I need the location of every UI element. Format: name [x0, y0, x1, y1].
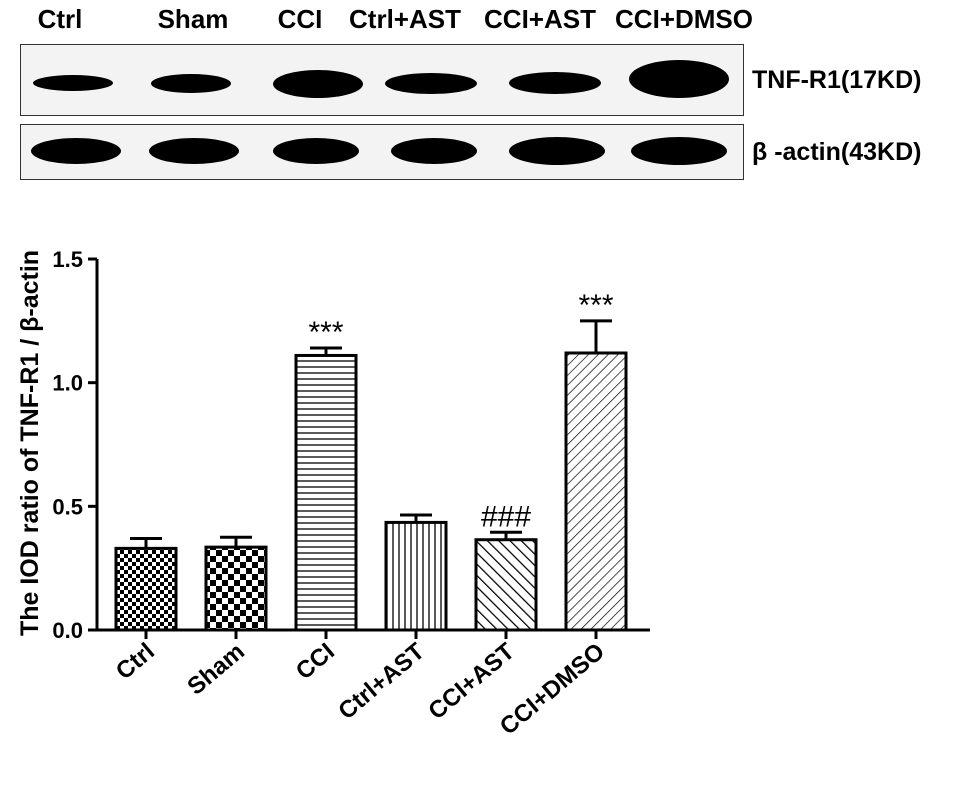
bar [384, 520, 448, 632]
actin-band [391, 138, 477, 164]
y-tick-label: 1.5 [52, 247, 83, 272]
bar [474, 538, 538, 632]
tnf-r1-blot-label: TNF-R1(17KD) [752, 66, 922, 94]
beta-actin-blot [20, 124, 744, 180]
actin-band [31, 138, 121, 164]
significance-label: *** [308, 316, 343, 349]
bar [564, 351, 628, 632]
tnf-r1-band [33, 75, 113, 91]
tnf-r1-band [151, 74, 231, 93]
y-tick-label: 0.0 [52, 618, 83, 643]
blot-lane-label-cci-ast: CCI+AST [484, 4, 596, 34]
x-tick-label: Ctrl+AST [333, 638, 430, 725]
blot-lane-label-sham: Sham [157, 4, 229, 34]
blot-lane-label-ctrl-ast: Ctrl+AST [349, 4, 461, 34]
bar [114, 546, 178, 632]
bar [294, 353, 358, 632]
significance-label: *** [578, 289, 613, 322]
tnf-r1-band [509, 72, 601, 94]
bars: *** ### *** [114, 289, 628, 632]
bar-chart: 0.0 0.5 1.0 1.5 *** ### *** Ctrl Sham CCICtrl+A… [16, 247, 650, 740]
tnf-r1-blot [20, 44, 744, 116]
actin-band [509, 137, 605, 165]
tnf-r1-band [385, 73, 477, 94]
significance-label: ### [481, 500, 531, 533]
actin-band [631, 137, 727, 165]
western-blot-panel: Ctrl Sham CCI Ctrl+AST CCI+AST CCI+DMSO … [0, 0, 955, 190]
actin-band [273, 138, 359, 164]
x-tick-label: CCI [291, 638, 340, 685]
tnf-r1-band [273, 70, 363, 98]
y-axis-title: The IOD ratio of TNF-R1 / β-actin [16, 250, 44, 636]
blot-lane-label-ctrl: Ctrl [37, 4, 83, 34]
blot-lane-label-cci-dmso: CCI+DMSO [615, 4, 753, 34]
x-tick-label: Ctrl [111, 638, 160, 685]
bar [204, 545, 268, 632]
y-tick-label: 0.5 [52, 494, 83, 519]
x-tick-label: Sham [182, 638, 249, 701]
y-tick-label: 1.0 [52, 371, 83, 396]
tnf-r1-band [629, 60, 729, 98]
y-axis: 0.0 0.5 1.0 1.5 [52, 247, 650, 643]
beta-actin-blot-label: β -actin(43KD) [752, 138, 922, 166]
actin-band [149, 138, 239, 164]
blot-lane-label-cci: CCI [277, 4, 323, 34]
